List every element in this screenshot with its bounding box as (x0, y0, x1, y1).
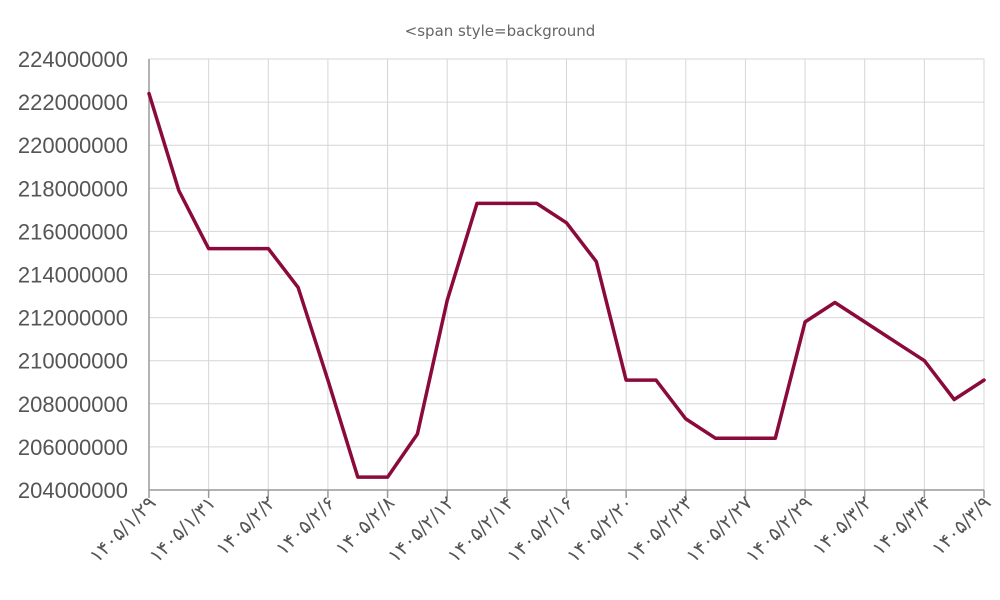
x-tick-label: ۱۴۰۵/۲/۲ (212, 492, 280, 560)
x-tick-label: ۱۴۰۵/۳/۴ (868, 492, 936, 560)
x-tick-label: ۱۴۰۵/۳/۹ (928, 492, 996, 560)
y-tick-label: 208000000 (18, 392, 128, 417)
y-tick-label: 222000000 (18, 90, 128, 115)
series (147, 91, 986, 479)
x-tick-label: ۱۴۰۵/۲/۶ (272, 492, 340, 560)
y-tick-label: 216000000 (18, 219, 128, 244)
series-line (147, 91, 986, 479)
y-tick-label: 204000000 (18, 478, 128, 503)
x-tick-label: ۱۴۰۵/۳/۲ (808, 492, 876, 560)
chart-title: <span style=background (405, 22, 596, 40)
x-axis-ticks: ۱۴۰۵/۱/۲۹۱۴۰۵/۱/۳۱۱۴۰۵/۲/۲۱۴۰۵/۲/۶۱۴۰۵/۲… (85, 490, 996, 567)
y-tick-label: 210000000 (18, 349, 128, 374)
grid (148, 58, 985, 491)
y-tick-label: 220000000 (18, 133, 128, 158)
x-tick-label: ۱۴۰۵/۱/۳۱ (145, 492, 220, 567)
x-tick-label: ۱۴۰۵/۲/۲۹ (741, 492, 816, 567)
y-tick-label: 214000000 (18, 263, 128, 288)
y-tick-label: 212000000 (18, 306, 128, 331)
y-tick-label: 206000000 (18, 435, 128, 460)
y-tick-label: 224000000 (18, 47, 128, 72)
y-axis-ticks: 224000000 222000000 220000000 218000000 2160… (18, 47, 128, 503)
y-tick-label: 218000000 (18, 176, 128, 201)
